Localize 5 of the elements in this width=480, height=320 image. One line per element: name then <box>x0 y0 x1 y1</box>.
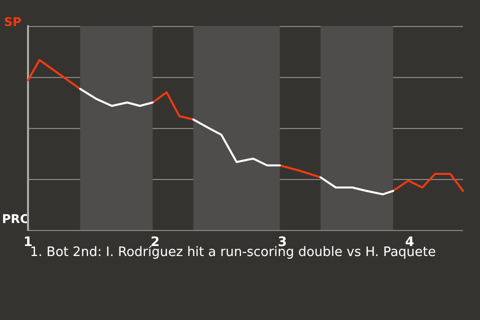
text: SP <box>4 15 22 29</box>
x-tick-label: 4 <box>405 235 414 250</box>
annotation: PRC <box>2 212 30 226</box>
x-tick-label: 1 <box>23 235 33 250</box>
x-tick-label: 3 <box>278 235 287 250</box>
